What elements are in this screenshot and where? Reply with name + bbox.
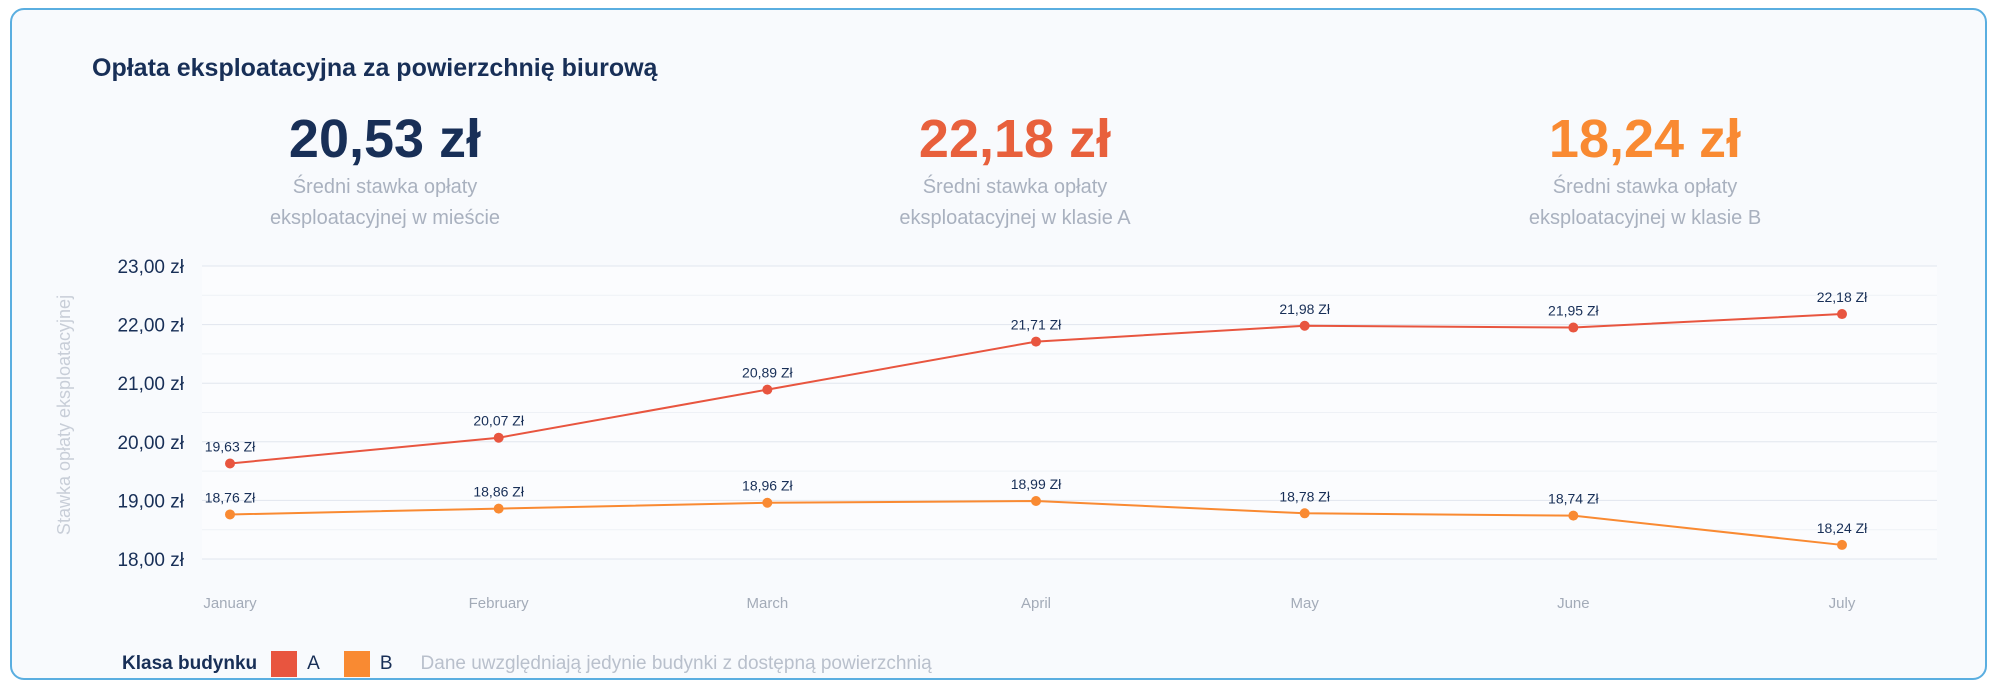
page-title: Opłata eksploatacyjna za powierzchnię bi… xyxy=(92,54,658,82)
y-tick-label: 18,00 zł xyxy=(117,550,184,571)
chart-card: Opłata eksploatacyjna za powierzchnię bi… xyxy=(10,8,1987,680)
data-label: 18,96 Zł xyxy=(742,478,793,494)
data-point xyxy=(1568,322,1579,333)
data-point xyxy=(1837,309,1847,320)
data-point xyxy=(1031,495,1041,506)
data-label: 18,76 Zł xyxy=(205,489,256,505)
x-tick-label: July xyxy=(1829,595,1856,612)
legend-note: Dane uwzględniają jedynie budynki z dost… xyxy=(420,653,932,674)
line-chart: 23,00 zł 22,00 zł 21,00 zł 20,00 zł 19,00 zł… xyxy=(54,257,1937,612)
data-point xyxy=(762,384,773,395)
legend-label-b: B xyxy=(379,653,393,674)
y-tick-label: 20,00 zł xyxy=(117,433,184,454)
kpi-class-a: 22,18 zł Średni stawka opłaty eksploatac… xyxy=(785,108,1245,234)
data-label: 22,18 Zł xyxy=(1817,289,1868,305)
legend-swatch-a xyxy=(271,651,298,677)
data-point xyxy=(1299,320,1310,331)
data-label: 20,89 Zł xyxy=(742,365,793,381)
y-tick-label: 19,00 zł xyxy=(117,491,184,512)
data-label: 21,95 Zł xyxy=(1548,303,1599,319)
x-tick-label: March xyxy=(746,595,788,612)
data-point xyxy=(225,458,235,469)
data-point xyxy=(1837,539,1847,550)
data-label: 21,71 Zł xyxy=(1011,317,1062,333)
legend-swatch-b xyxy=(343,651,370,677)
data-label: 21,98 Zł xyxy=(1279,301,1330,317)
data-point xyxy=(1568,510,1579,521)
kpi-class-b: 18,24 zł Średni stawka opłaty eksploatac… xyxy=(1415,108,1875,234)
data-label: 20,07 Zł xyxy=(473,413,524,429)
legend-title: Klasa budynku xyxy=(122,653,258,674)
y-tick-label: 21,00 zł xyxy=(117,374,184,395)
data-point xyxy=(493,432,504,443)
y-tick-label: 23,00 zł xyxy=(117,257,184,278)
kpi-city: 20,53 zł Średni stawka opłaty eksploatac… xyxy=(155,108,615,234)
data-label: 18,24 Zł xyxy=(1817,520,1868,536)
kpi-class-a-value: 22,18 zł xyxy=(918,109,1112,169)
legend-label-a: A xyxy=(307,653,320,674)
kpi-city-value: 20,53 zł xyxy=(288,109,482,169)
data-label: 18,99 Zł xyxy=(1011,476,1062,492)
x-tick-label: January xyxy=(203,595,257,612)
legend: Klasa budynku A B Dane uwzględniają jedy… xyxy=(122,651,932,677)
kpi-class-b-value: 18,24 zł xyxy=(1548,109,1742,169)
data-point xyxy=(1031,336,1041,347)
y-axis-title: Stawka opłaty eksploatacyjnej xyxy=(54,295,74,535)
x-tick-label: April xyxy=(1021,595,1051,612)
data-label: 18,86 Zł xyxy=(473,484,524,500)
x-tick-label: June xyxy=(1557,595,1590,612)
kpi-class-a-label: Średni stawka opłaty eksploatacyjnej w k… xyxy=(899,176,1131,230)
x-tick-label: May xyxy=(1290,595,1319,612)
data-point xyxy=(225,509,235,520)
kpi-city-label: Średni stawka opłaty eksploatacyjnej w m… xyxy=(269,176,501,230)
data-label: 18,78 Zł xyxy=(1279,488,1330,504)
data-label: 19,63 Zł xyxy=(205,438,256,454)
data-label: 18,74 Zł xyxy=(1548,491,1599,507)
y-tick-label: 22,00 zł xyxy=(117,316,184,337)
kpi-class-b-label: Średni stawka opłaty eksploatacyjnej w k… xyxy=(1528,176,1762,230)
x-tick-label: February xyxy=(469,595,530,612)
data-point xyxy=(1299,508,1310,519)
data-point xyxy=(762,497,773,508)
data-point xyxy=(493,503,504,514)
